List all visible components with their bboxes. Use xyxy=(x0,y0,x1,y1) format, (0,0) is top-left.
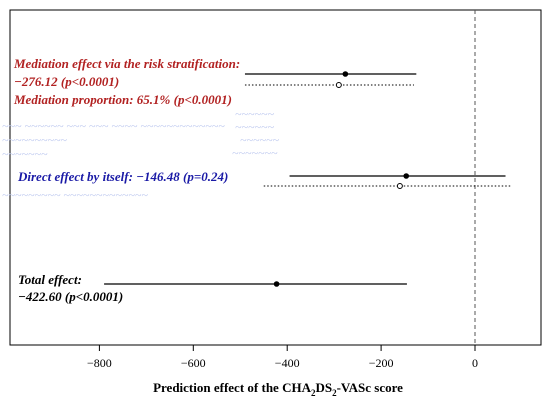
point-estimate xyxy=(342,71,349,77)
x-tick-label: −200 xyxy=(369,356,394,370)
ghost-text: ~~~~~~ xyxy=(235,120,274,134)
ghost-text: ~~~ ~~~~~~ ~~~ ~~~ ~~~~ ~~~~~~~~~~~~~ xyxy=(2,119,225,133)
x-axis-label: Prediction effect of the CHA2DS2-VASc sc… xyxy=(153,380,403,398)
x-axis-label-sub2: 2 xyxy=(332,388,337,398)
mediation-proportion-label: Mediation proportion: 65.1% (p<0.0001) xyxy=(13,92,232,107)
direct-effect-label: Direct effect by itself: −146.48 (p=0.24… xyxy=(17,169,228,184)
ghost-text: ~~~~~~ xyxy=(235,107,274,121)
ghost-text: ~~~~~~~~~~ xyxy=(2,133,67,147)
ghost-text: ~~~~~~~~~ ~~~~~~~~~~~~~ xyxy=(2,188,148,202)
ghost-text: ~~~~~~ xyxy=(240,133,279,147)
total-effect-value: −422.60 (p<0.0001) xyxy=(18,289,123,304)
x-axis-label-sub1: 2 xyxy=(311,388,316,398)
point-estimate xyxy=(403,173,410,179)
secondary-point-estimate xyxy=(335,82,342,88)
x-tick-label: −800 xyxy=(87,356,112,370)
x-axis-label-mid: DS xyxy=(315,380,332,395)
secondary-point-estimate xyxy=(396,183,403,189)
x-axis: −800 −600 −400 −200 0 xyxy=(87,345,478,370)
ghost-text: ~~~~~~~ xyxy=(232,146,278,160)
mediation-effect-label: Mediation effect via the risk stratifica… xyxy=(13,56,240,71)
mediation-effect-value: −276.12 (p<0.0001) xyxy=(14,74,119,89)
row-labels: Mediation effect via the risk stratifica… xyxy=(13,56,240,304)
plot-frame xyxy=(9,9,542,346)
point-estimate xyxy=(273,281,280,287)
ghost-text: ~~~~~~~ xyxy=(2,147,48,161)
ghost-text-overlay: ~~~ ~~~~~~ ~~~ ~~~ ~~~~ ~~~~~~~~~~~~~ ~~… xyxy=(2,107,279,202)
x-tick-label: 0 xyxy=(472,356,478,370)
total-effect-label: Total effect: xyxy=(18,272,82,287)
forest-marks xyxy=(104,71,511,287)
x-axis-label-suffix: -VASc score xyxy=(337,380,404,395)
x-tick-label: −400 xyxy=(275,356,300,370)
x-tick-label: −600 xyxy=(181,356,206,370)
x-axis-label-prefix: Prediction effect of the CHA xyxy=(153,380,311,395)
